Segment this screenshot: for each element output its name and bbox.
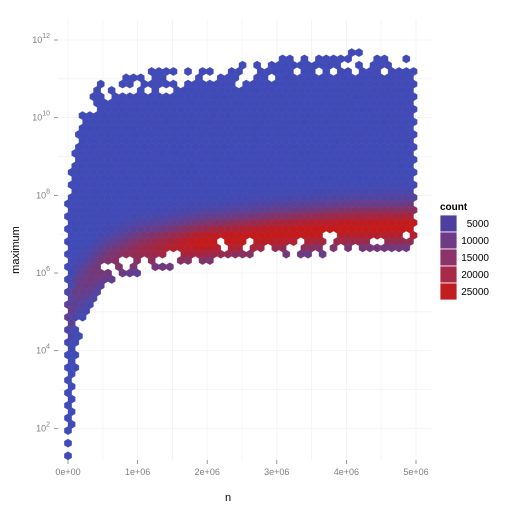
hexbin-layer <box>64 48 418 461</box>
x-tick-label: 1e+06 <box>125 467 150 477</box>
hexbin-cell <box>184 256 192 265</box>
hexbin-cell <box>344 243 352 253</box>
hexbin-cell <box>344 54 352 64</box>
hexbin-cell <box>256 243 265 253</box>
legend-label: 10000 <box>461 236 489 247</box>
hexbin-cell <box>133 268 141 278</box>
hexbin-cell <box>64 438 72 448</box>
y-tick-label: 1012 <box>32 33 50 45</box>
hexbin-cell <box>355 48 363 57</box>
x-tick-label: 4e+06 <box>334 467 359 477</box>
hexbin-cell <box>107 275 116 284</box>
hexbin-cell <box>289 237 298 246</box>
x-tick-label: 0e+00 <box>55 467 80 477</box>
hexbin-cell <box>206 67 214 76</box>
legend-swatch <box>439 214 458 233</box>
hexbin-cell <box>78 312 87 322</box>
y-tick-label: 106 <box>36 266 50 278</box>
hexbin-cell <box>318 249 327 259</box>
hexbin-cell <box>402 54 411 64</box>
y-axis-title: maximum <box>10 226 22 274</box>
hexbin-cell <box>64 426 72 435</box>
legend-keys: 5000 10000 15000 20000 25000 <box>439 214 490 301</box>
legend-swatch <box>439 248 458 267</box>
x-axis-ticks: 0e+00 1e+06 2e+06 3e+06 4e+06 5e+06 <box>55 460 429 477</box>
hexbin-cell <box>184 67 192 76</box>
hexbin-cell <box>64 451 72 461</box>
legend-title: count <box>440 202 468 213</box>
hexbin-cell <box>304 249 312 259</box>
hexbin-cell <box>158 249 167 259</box>
y-tick-label: 104 <box>36 344 50 356</box>
legend-label: 5000 <box>467 219 490 230</box>
hexbin-cell <box>246 249 254 259</box>
legend-label: 20000 <box>461 270 489 281</box>
hexbin-cell <box>166 262 174 272</box>
x-tick-label: 5e+06 <box>403 467 428 477</box>
y-tick-label: 1010 <box>32 111 50 123</box>
hexbin-cell <box>169 67 178 76</box>
x-tick-label: 3e+06 <box>264 467 289 477</box>
x-tick-label: 2e+06 <box>195 467 220 477</box>
legend-swatch <box>439 282 458 301</box>
legend-label: 15000 <box>461 253 489 264</box>
hexbin-cell <box>206 256 214 265</box>
y-axis-ticks: 102 104 106 108 1010 1012 <box>32 33 58 433</box>
hexbin-cell <box>282 249 291 259</box>
hexbin-cell <box>402 243 411 253</box>
legend-swatch <box>439 265 458 284</box>
legend-label: 25000 <box>461 287 489 298</box>
y-tick-label: 102 <box>36 421 50 433</box>
hexbin-cell <box>329 243 338 253</box>
legend-swatch <box>439 231 458 250</box>
hexbin-cell <box>126 79 134 89</box>
y-tick-label: 108 <box>36 188 50 200</box>
legend: count 5000 10000 15000 20000 25000 <box>439 202 490 301</box>
x-axis-title: n <box>225 492 231 504</box>
